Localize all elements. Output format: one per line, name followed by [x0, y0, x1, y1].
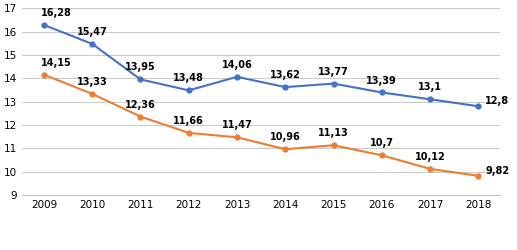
Provinsi — [330, 82, 337, 85]
Provinsi — [475, 105, 481, 108]
Nasional — [41, 73, 47, 76]
Provinsi — [89, 42, 95, 45]
Text: 13,77: 13,77 — [318, 67, 349, 77]
Provinsi — [138, 78, 144, 81]
Text: 10,7: 10,7 — [370, 138, 394, 148]
Text: 11,13: 11,13 — [318, 128, 349, 138]
Provinsi — [41, 24, 47, 26]
Text: 14,06: 14,06 — [222, 60, 252, 70]
Text: 11,66: 11,66 — [173, 116, 204, 126]
Text: 14,15: 14,15 — [41, 58, 72, 68]
Nasional — [138, 115, 144, 118]
Text: 12,36: 12,36 — [125, 100, 156, 110]
Text: 13,33: 13,33 — [77, 77, 108, 87]
Text: 13,1: 13,1 — [418, 82, 442, 92]
Text: 16,28: 16,28 — [41, 8, 72, 18]
Nasional — [330, 144, 337, 147]
Nasional — [89, 92, 95, 96]
Text: 11,47: 11,47 — [222, 120, 252, 130]
Text: 10,96: 10,96 — [270, 132, 300, 142]
Nasional — [234, 136, 240, 139]
Line: Provinsi: Provinsi — [41, 22, 481, 109]
Text: 13,39: 13,39 — [367, 76, 397, 86]
Text: 13,95: 13,95 — [125, 62, 156, 72]
Text: 13,62: 13,62 — [270, 70, 300, 80]
Nasional — [427, 167, 433, 170]
Nasional — [282, 148, 288, 151]
Text: 10,12: 10,12 — [415, 152, 445, 162]
Provinsi — [378, 91, 385, 94]
Nasional — [186, 132, 192, 134]
Provinsi — [427, 98, 433, 101]
Nasional — [378, 154, 385, 157]
Nasional — [475, 174, 481, 177]
Text: 13,48: 13,48 — [173, 74, 204, 84]
Provinsi — [234, 75, 240, 78]
Text: 12,8: 12,8 — [485, 96, 509, 106]
Line: Nasional: Nasional — [41, 72, 481, 178]
Text: 15,47: 15,47 — [77, 27, 108, 37]
Provinsi — [282, 86, 288, 88]
Text: 9,82: 9,82 — [485, 166, 509, 176]
Provinsi — [186, 89, 192, 92]
